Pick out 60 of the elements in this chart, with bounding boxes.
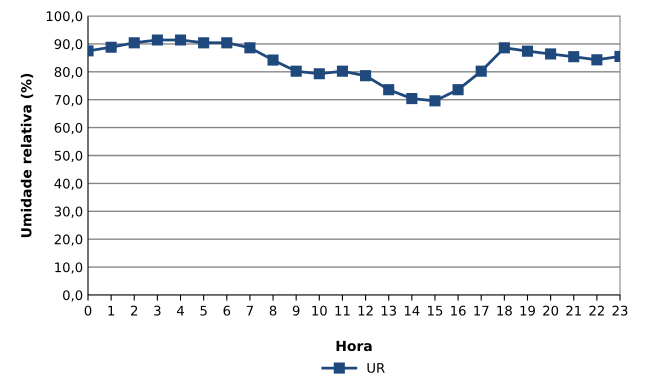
x-tick-label: 9 bbox=[292, 306, 300, 316]
y-tick-label: 60,0 bbox=[54, 122, 82, 134]
y-tick-label: 30,0 bbox=[54, 206, 82, 218]
point bbox=[314, 68, 325, 80]
point bbox=[174, 34, 186, 46]
x-tick-label: 1 bbox=[108, 306, 114, 316]
x-tick-label: 17 bbox=[474, 306, 488, 316]
y-tick-label: 20,0 bbox=[54, 234, 82, 246]
point bbox=[267, 54, 279, 66]
x-tick-label: 21 bbox=[566, 306, 581, 316]
point bbox=[406, 93, 418, 104]
point bbox=[106, 42, 117, 53]
point bbox=[244, 42, 256, 54]
point bbox=[198, 37, 210, 48]
point bbox=[568, 51, 580, 62]
x-tick-label: 20 bbox=[543, 306, 558, 316]
y-tick-label: 80,0 bbox=[54, 67, 82, 78]
x-tick-label: 22 bbox=[589, 306, 604, 316]
x-tick-label: 18 bbox=[497, 306, 512, 316]
point bbox=[545, 48, 556, 60]
x-tick-label: 4 bbox=[176, 306, 184, 316]
x-axis-title: Hora bbox=[336, 340, 372, 352]
legend-label: UR bbox=[368, 363, 385, 373]
y-tick-label: 100,0 bbox=[46, 11, 82, 23]
point bbox=[429, 95, 441, 106]
y-tick-label: 10,0 bbox=[55, 262, 82, 274]
point bbox=[290, 66, 302, 77]
x-tick-label: 7 bbox=[246, 306, 253, 316]
x-tick-label: 14 bbox=[404, 306, 420, 316]
x-tick-label: 5 bbox=[200, 306, 207, 316]
x-tick-label: 15 bbox=[428, 306, 442, 316]
point bbox=[522, 46, 534, 57]
y-tick-label: 40,0 bbox=[54, 178, 82, 190]
point bbox=[383, 84, 394, 96]
point bbox=[591, 54, 602, 66]
point bbox=[221, 37, 232, 48]
y-tick-label: 90,0 bbox=[54, 39, 82, 50]
y-tick-label: 70,0 bbox=[54, 94, 82, 106]
x-tick-label: 23 bbox=[612, 306, 628, 316]
x-tick-label: 16 bbox=[451, 306, 466, 316]
y-tick-label: 50,0 bbox=[54, 150, 82, 162]
x-tick-label: 2 bbox=[131, 306, 138, 316]
point bbox=[360, 70, 372, 82]
x-tick-label: 6 bbox=[224, 306, 230, 316]
x-tick-label: 3 bbox=[154, 306, 161, 316]
point bbox=[476, 66, 487, 77]
point bbox=[152, 34, 163, 46]
x-tick-label: 8 bbox=[270, 306, 276, 316]
point bbox=[452, 84, 464, 96]
y-axis-title: Umidade relativa (%) bbox=[20, 74, 34, 238]
x-tick-label: 13 bbox=[382, 306, 396, 316]
y-tick-label: 0,0 bbox=[63, 290, 82, 302]
x-tick-label: 12 bbox=[358, 306, 373, 316]
x-tick-label: 11 bbox=[335, 306, 350, 316]
point bbox=[498, 42, 510, 54]
point bbox=[336, 66, 348, 77]
x-tick-label: 0 bbox=[84, 306, 92, 316]
x-tick-label: 10 bbox=[312, 306, 327, 316]
point bbox=[128, 37, 140, 48]
x-tick-label: 19 bbox=[520, 306, 535, 316]
